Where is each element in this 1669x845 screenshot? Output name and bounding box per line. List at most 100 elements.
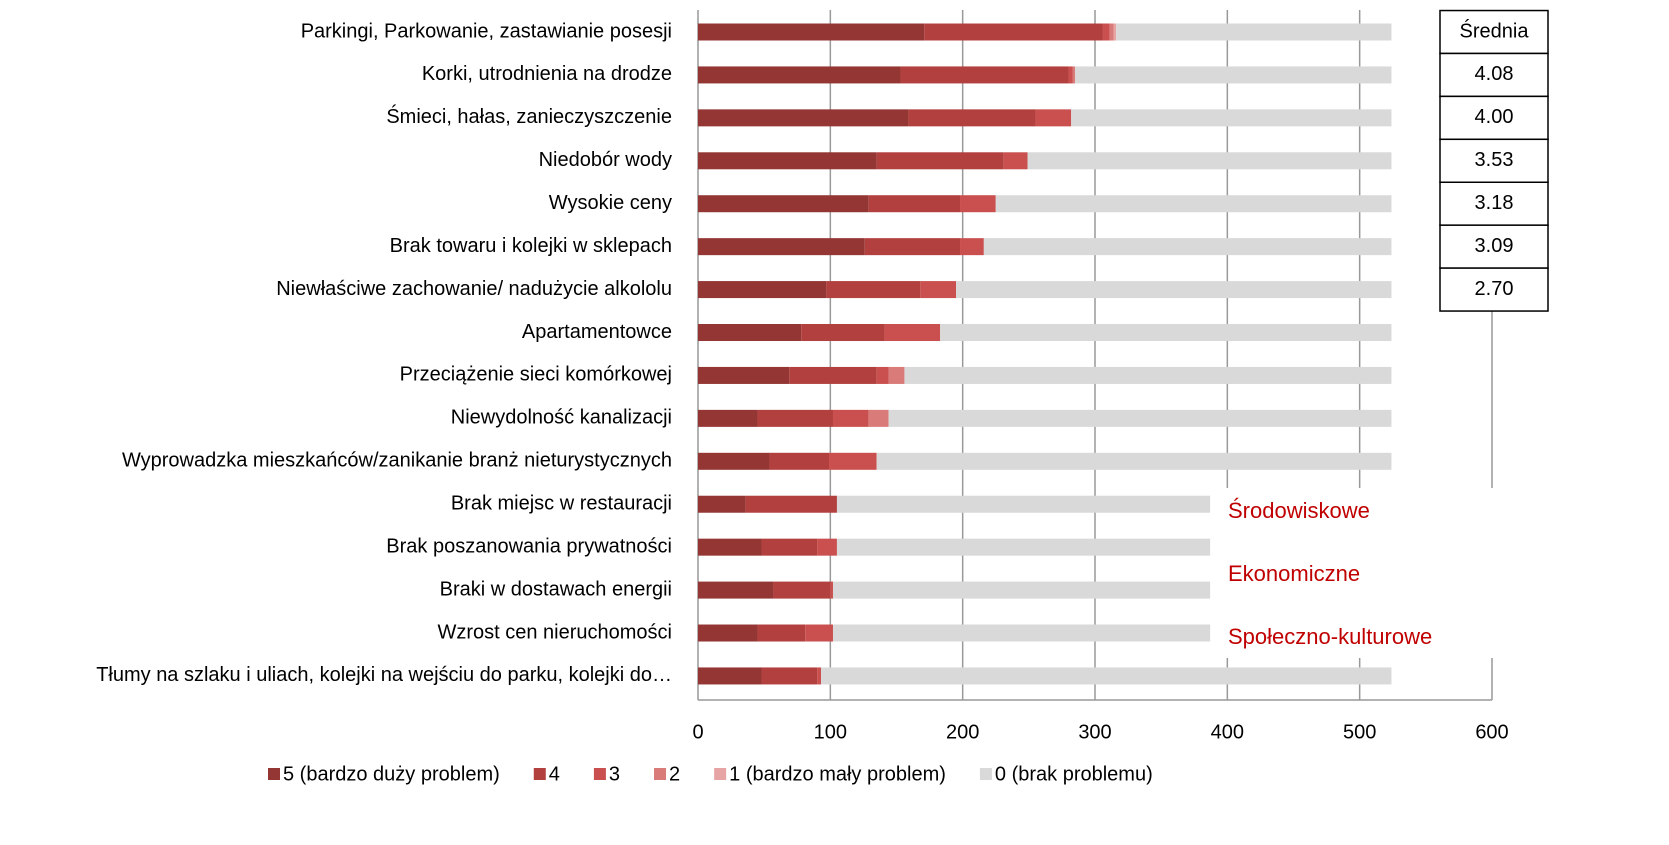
bar-segment — [761, 667, 818, 685]
table-value: 3.53 — [1475, 149, 1514, 171]
category-label: Apartamentowce — [522, 321, 672, 343]
x-tick-label: 500 — [1343, 721, 1376, 743]
bar-segment — [876, 152, 1004, 170]
bar-segment — [698, 581, 774, 599]
bar-segment — [698, 538, 762, 556]
legend-label: 0 (brak problemu) — [995, 763, 1153, 785]
table-cell — [1439, 267, 1549, 312]
category-label: Brak poszanowania prywatności — [386, 535, 672, 557]
bar-segment — [1035, 109, 1072, 127]
table-cell — [1439, 95, 1549, 141]
bar-segment — [960, 195, 996, 213]
bar-segment — [698, 152, 877, 170]
bar-segment — [908, 109, 1036, 127]
category-label: Przeciążenie sieci komórkowej — [400, 364, 672, 386]
category-label: Parkingi, Parkowanie, zastawianie posesj… — [301, 20, 672, 42]
bar-segment — [769, 452, 830, 470]
x-tick-label: 600 — [1475, 721, 1508, 743]
category-label: Korki, utrodnienia na drodze — [422, 63, 672, 85]
x-tick-label: 100 — [814, 721, 847, 743]
category-label: Śmieci, hałas, zanieczyszczenie — [386, 104, 672, 128]
bar-segment — [773, 581, 831, 599]
table-header: Średnia — [1460, 18, 1530, 42]
category-label: Tłumy na szlaku i uliach, kolejki na wej… — [96, 664, 672, 686]
category-label: Niewydolność kanalizacji — [451, 407, 672, 429]
legend-label: 3 — [609, 763, 620, 785]
bar-segment — [761, 538, 818, 556]
annotation: Środowiskowe — [1228, 498, 1370, 523]
bar-segment — [698, 109, 909, 127]
bar-segment — [888, 409, 1392, 427]
table-value: 4.00 — [1475, 106, 1514, 128]
bar-segment — [826, 281, 921, 299]
bar-segment — [884, 324, 941, 342]
table-value: 3.09 — [1475, 235, 1514, 257]
bar-segment — [698, 281, 827, 299]
bar-segment — [757, 624, 806, 642]
table-value: 3.18 — [1475, 192, 1514, 214]
bar-segment — [1068, 66, 1073, 84]
annotation-bg — [1215, 488, 1515, 658]
bar-segment — [698, 667, 762, 685]
bar-segment — [1027, 152, 1392, 170]
bar-segment — [757, 409, 833, 427]
bar-segment — [983, 238, 1392, 256]
annotation: Ekonomiczne — [1228, 561, 1360, 586]
bar-segment — [876, 366, 889, 384]
bar-segment — [920, 281, 957, 299]
category-label: Niedobór wody — [539, 149, 672, 171]
bar-segment — [817, 538, 837, 556]
bar-segment — [1102, 23, 1110, 41]
table-cell — [1439, 9, 1549, 55]
bar-segment — [956, 281, 1392, 299]
category-label: Wysokie ceny — [549, 192, 672, 214]
bar-segment — [698, 624, 758, 642]
legend-label: 5 (bardzo duży problem) — [283, 763, 500, 785]
bar-segment — [801, 324, 885, 342]
bar-segment — [821, 667, 1392, 685]
bar-segment — [698, 195, 869, 213]
x-tick-label: 0 — [692, 721, 703, 743]
bar-segment — [832, 581, 1211, 599]
bar-segment — [698, 366, 790, 384]
bar-segment — [940, 324, 1392, 342]
table-cell — [1439, 224, 1549, 269]
table-cell — [1439, 138, 1549, 184]
x-tick-label: 300 — [1078, 721, 1111, 743]
category-label: Wzrost cen nieruchomości — [437, 621, 672, 643]
bar-segment — [1109, 23, 1114, 41]
legend-label: 2 — [669, 763, 680, 785]
bar-segment — [829, 452, 877, 470]
legend-swatch — [714, 768, 727, 780]
bar-segment — [1113, 23, 1117, 41]
x-tick-label: 400 — [1211, 721, 1244, 743]
bar-segment — [995, 195, 1392, 213]
legend-swatch — [533, 768, 546, 780]
bar-segment — [900, 66, 1069, 84]
table-value: 4.08 — [1475, 63, 1514, 85]
legend-swatch — [268, 768, 280, 780]
bar-segment — [924, 23, 1103, 41]
legend-swatch — [654, 768, 667, 780]
bar-segment — [1071, 109, 1392, 127]
legend-swatch — [593, 768, 606, 780]
bar-segment — [904, 366, 1392, 384]
bar-segment — [830, 581, 833, 599]
bar-segment — [960, 238, 984, 256]
bar-segment — [1072, 66, 1076, 84]
bar-segment — [789, 366, 877, 384]
bar-segment — [698, 324, 802, 342]
bar-segment — [832, 624, 1211, 642]
bar-segment — [864, 238, 961, 256]
bar-segment — [805, 624, 833, 642]
bar-segment — [1003, 152, 1028, 170]
bar-segment — [836, 495, 1211, 513]
category-label: Brak miejsc w restauracji — [451, 493, 672, 515]
bar-segment — [1075, 66, 1392, 84]
bar-segment — [1116, 23, 1392, 41]
bar-segment — [698, 23, 925, 41]
table-value: 2.70 — [1475, 278, 1514, 300]
legend-label: 4 — [549, 763, 560, 785]
category-label: Braki w dostawach energii — [440, 578, 672, 600]
